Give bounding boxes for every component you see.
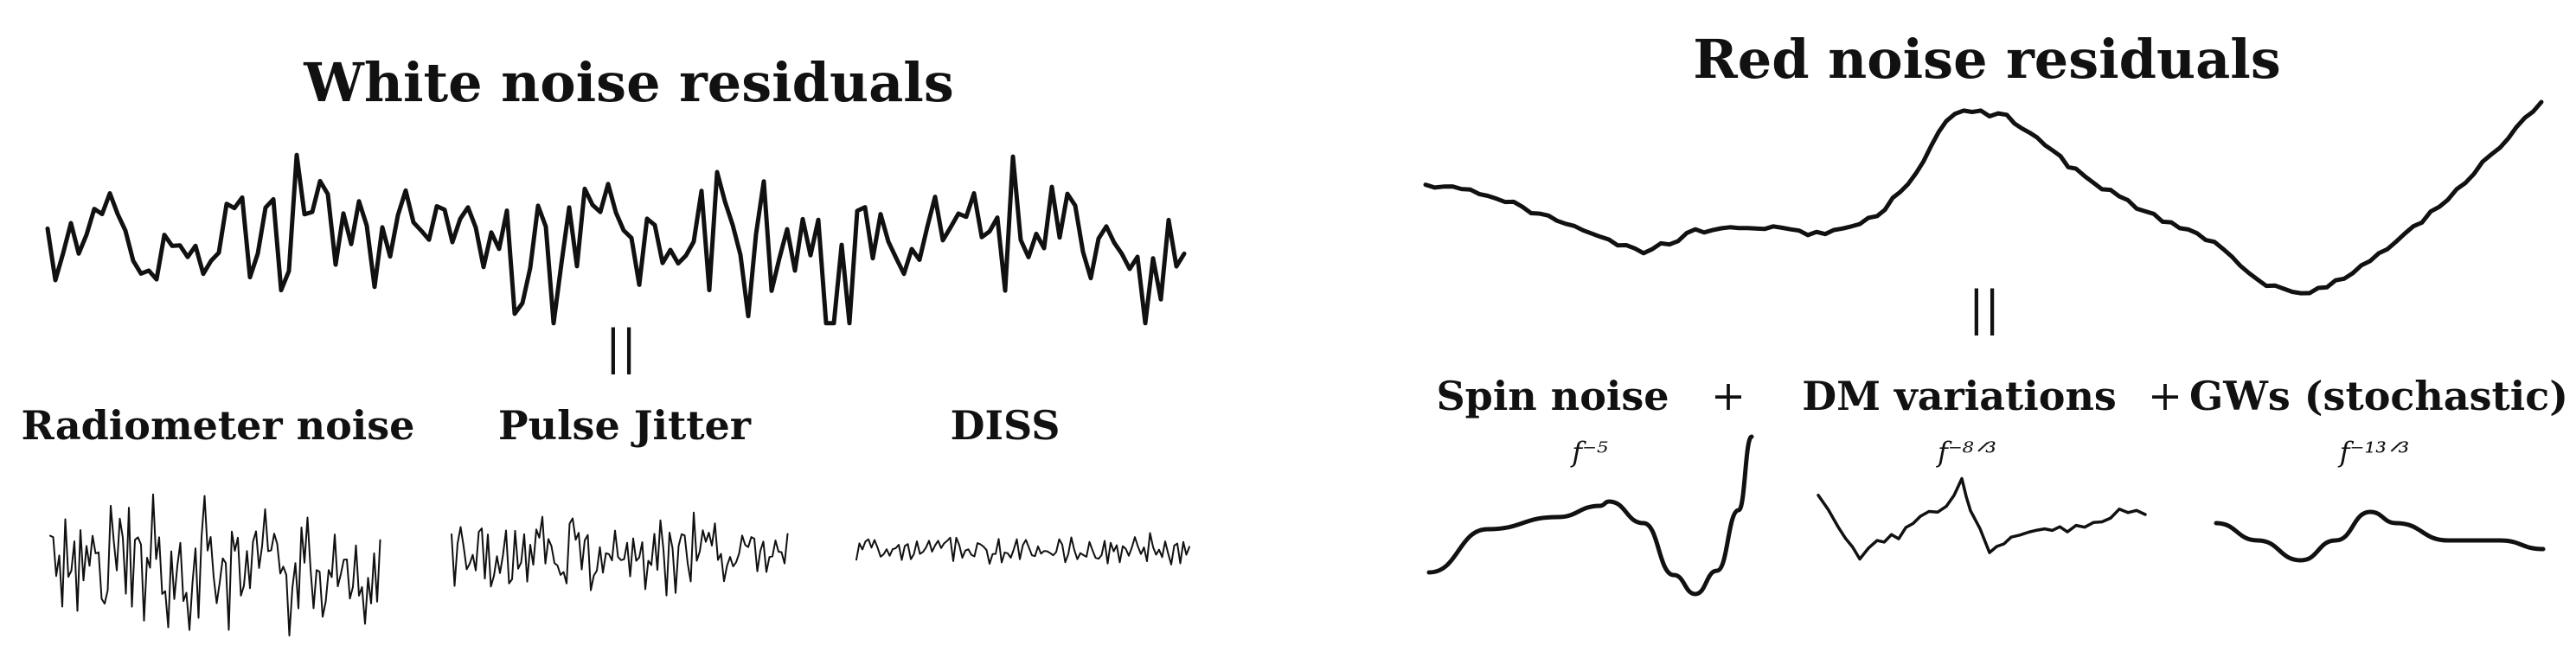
white-noise-panel: White noise residuals || Radiometer nois… [22,51,1190,636]
dm-variations-trace [1817,476,2147,561]
dm-variations-spectrum: f⁻⁸ᐟ³ [1936,436,1996,469]
red-equals-symbol: || [1969,281,2000,336]
plus-operator-1: + [1711,372,1746,420]
plus-operator-2: + [2148,372,2182,420]
spin-noise-label: Spin noise [1436,373,1669,419]
radiometer-noise-trace [49,493,381,636]
spin-noise-spectrum: f⁻⁵ [1570,436,1608,469]
red-noise-panel: Red noise residuals || Spin noise + DM v… [1423,28,2568,597]
white-noise-title: White noise residuals [303,51,953,114]
pulse-jitter-label: Pulse Jitter [498,402,752,449]
white-noise-trace [45,152,1187,326]
gws-trace [2214,509,2546,563]
radiometer-noise-label: Radiometer noise [22,402,415,449]
diss-label: DISS [951,402,1061,449]
diss-trace [855,532,1190,566]
dm-variations-label: DM variations [1802,373,2117,419]
pulse-jitter-trace [451,511,789,597]
white-equals-symbol: || [606,320,637,374]
spin-noise-trace [1426,434,1754,597]
gws-stochastic-label: GWs (stochastic) [2189,373,2568,419]
red-noise-title: Red noise residuals [1693,28,2280,91]
gws-spectrum: f⁻¹³ᐟ³ [2338,436,2410,469]
red-noise-trace [1423,99,2544,296]
